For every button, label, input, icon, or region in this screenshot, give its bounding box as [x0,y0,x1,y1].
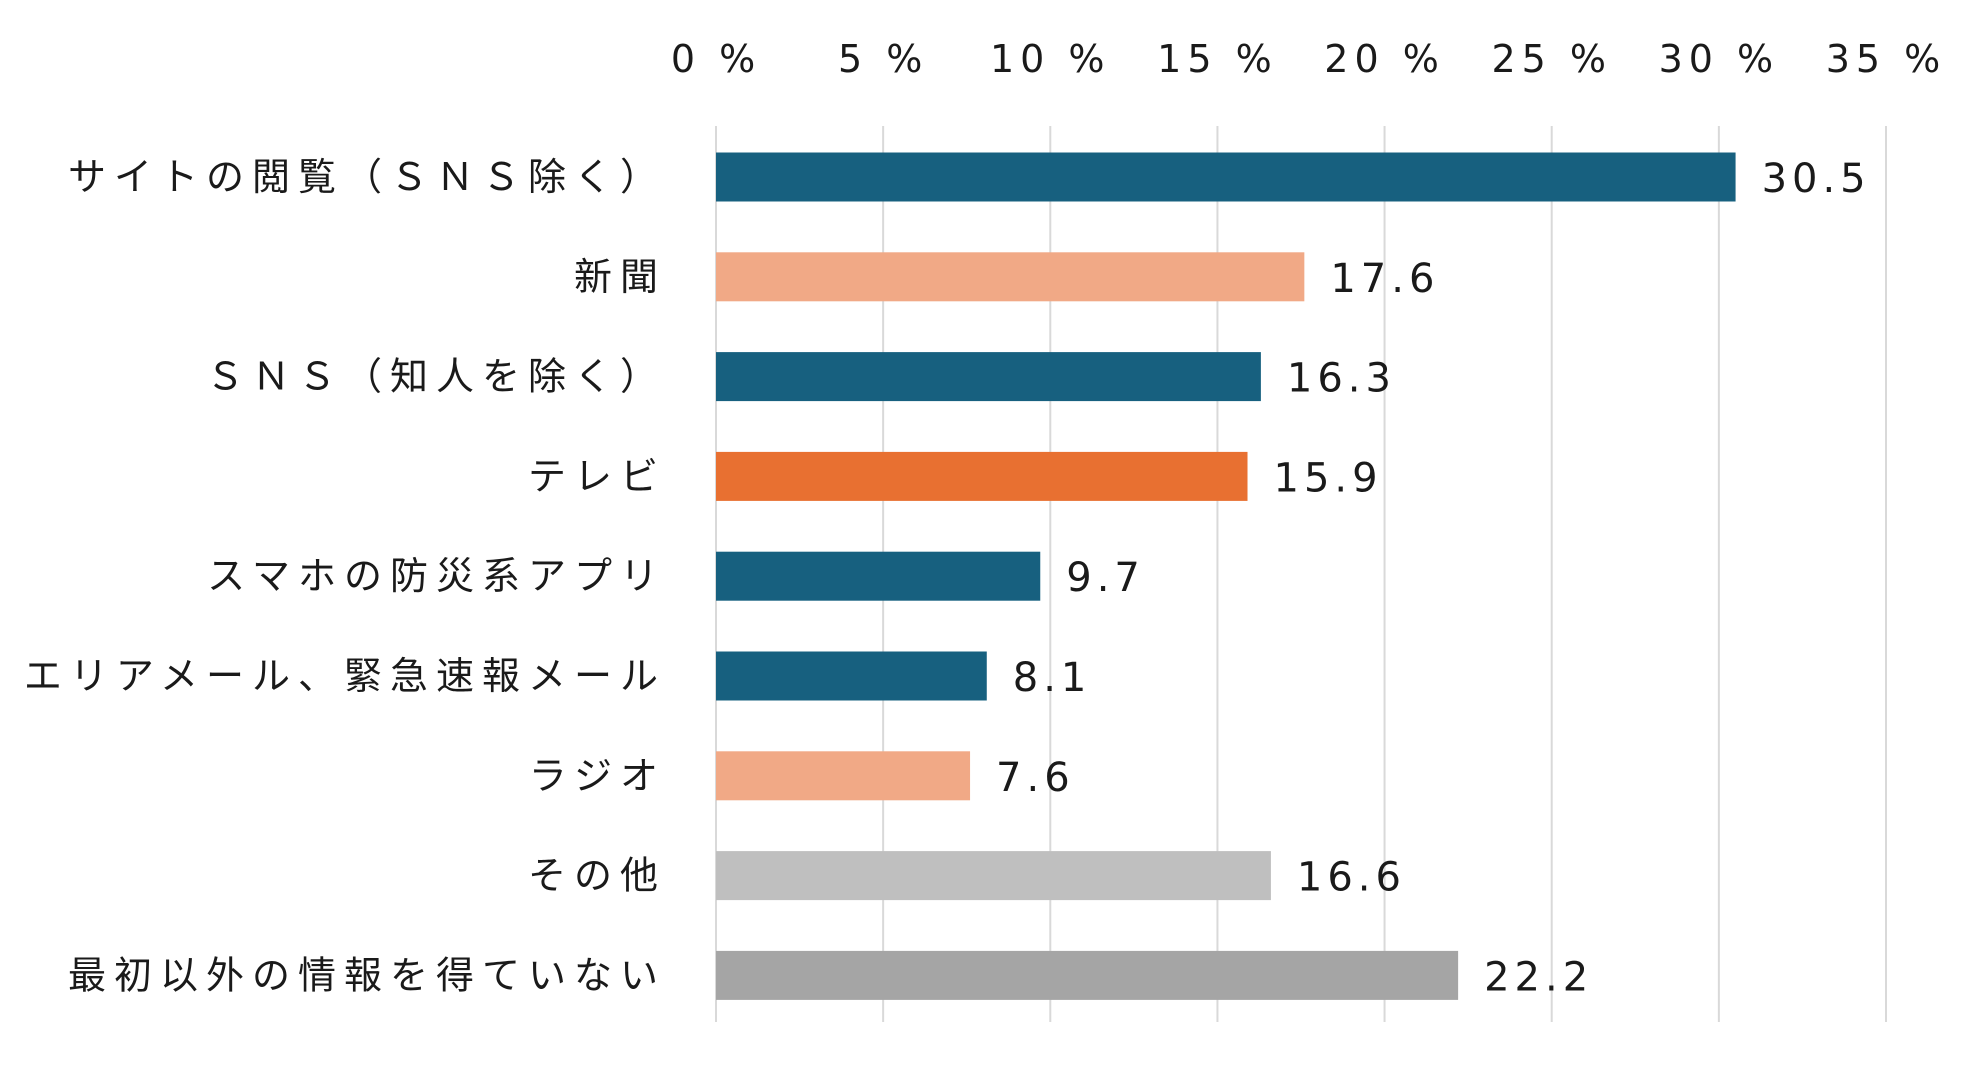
x-tick-label-20: 20 % [1324,37,1445,81]
x-tick-label-15: 15 % [1157,37,1278,81]
category-label-1: 新聞 [574,255,666,299]
category-label-7: その他 [528,854,666,898]
data-label-8: 22.2 [1484,954,1593,1000]
data-label-0: 30.5 [1762,156,1871,202]
category-label-4: スマホの防災系アプリ [207,554,666,598]
bar-1 [716,252,1305,302]
data-label-7: 16.6 [1297,855,1406,901]
category-label-0: サイトの閲覧（ＳＮＳ除く） [68,155,666,199]
bar-3 [716,451,1248,501]
x-tick-label-35: 35 % [1826,37,1947,81]
bar-4 [716,551,1041,601]
x-tick-label-25: 25 % [1491,37,1612,81]
data-label-4: 9.7 [1066,555,1145,601]
x-tick-label-30: 30 % [1659,37,1780,81]
data-label-2: 16.3 [1287,356,1396,402]
category-label-2: ＳＮＳ（知人を除く） [206,355,666,399]
bar-0 [716,152,1736,202]
x-tick-label-0: 0 % [671,37,761,81]
data-label-5: 8.1 [1013,655,1092,701]
x-tick-label-10: 10 % [990,37,1111,81]
bar-6 [716,751,971,801]
bar-5 [716,651,987,701]
category-label-5: エリアメール、緊急速報メール [24,654,666,698]
data-label-1: 17.6 [1330,256,1439,302]
data-label-3: 15.9 [1274,455,1383,501]
data-label-6: 7.6 [996,755,1075,801]
bar-2 [716,352,1261,402]
x-tick-label-5: 5 % [838,37,928,81]
category-label-3: テレビ [528,454,666,498]
category-label-8: 最初以外の情報を得ていない [68,953,666,997]
bar-7 [716,851,1271,901]
category-label-6: ラジオ [529,754,666,798]
bar-8 [716,950,1459,1000]
